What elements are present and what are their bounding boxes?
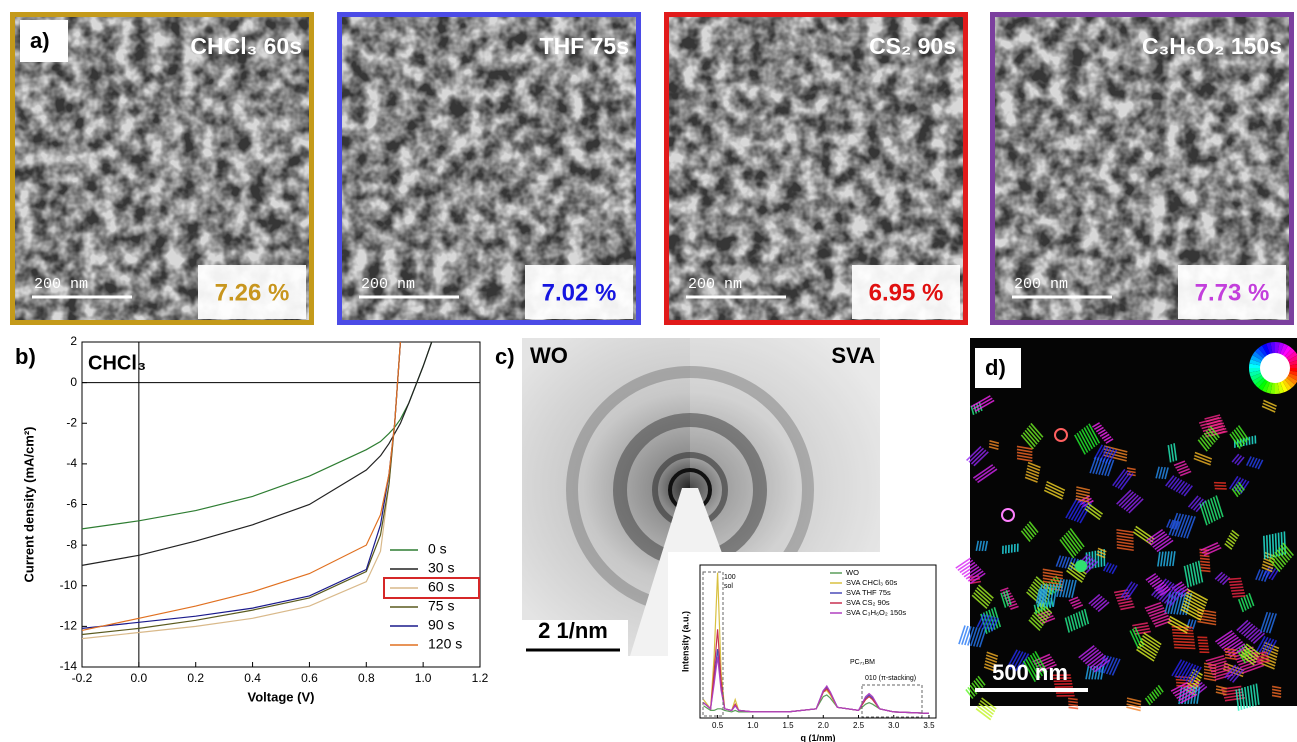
streak [1232,593,1245,594]
x-tick-label: 3.0 [888,721,900,730]
legend-label: SVA CS₂ 90s [846,598,890,607]
page: CHCl₃ 60s 7.26 % 200 nm THF 75s 7.02 % 200 nm… [0,0,1297,742]
y-tick-label: -8 [66,537,77,551]
y-tick-label: -2 [66,415,77,429]
scale-label: 200 nm [361,276,415,293]
marker [1075,560,1087,572]
legend-label: SVA THF 75s [846,588,891,597]
streak [1229,581,1242,582]
streak [1233,596,1246,597]
annotation: CHCl₃ [88,352,146,374]
panel-a: CHCl₃ 60s 7.26 % 200 nm THF 75s 7.02 % 200 nm… [13,15,1292,323]
legend-label: 0 s [428,541,447,557]
efficiency: 6.95 % [869,279,944,306]
solvent-label: C₃H₆O₂ 150s [1142,33,1282,59]
wheel-hole [1260,353,1290,383]
y-tick-label: 0 [70,375,77,389]
legend-label: 75 s [428,598,454,614]
x-tick-label: 0.2 [187,671,204,685]
scale-label: 500 nm [992,660,1068,685]
y-tick-label: -10 [60,578,78,592]
x-tick-label: 1.0 [415,671,432,685]
efficiency: 7.26 % [215,279,290,306]
legend-label: 60 s [428,579,454,595]
streak [1173,636,1194,637]
legend-label: 90 s [428,617,454,633]
y-tick-label: -6 [66,497,77,511]
scale-label: 2 1/nm [538,618,608,643]
panel-label: d) [985,355,1006,380]
streak [1200,561,1210,562]
efficiency: 7.02 % [542,279,617,306]
efficiency: 7.73 % [1195,279,1270,306]
panel-d: d) 500 nm [956,338,1297,720]
streak [959,626,965,645]
panel-label: a) [30,28,50,53]
left-label: WO [530,343,568,368]
streak [1267,535,1268,558]
panel-label: c) [495,344,515,369]
y-tick-label: 2 [70,334,77,348]
streak [1201,567,1211,568]
scale-label: 200 nm [34,276,88,293]
figure: CHCl₃ 60s 7.26 % 200 nm THF 75s 7.02 % 200 nm… [0,0,1297,742]
y-tick-label: -12 [60,619,78,633]
y-axis-label: Intensity (a.u.) [680,611,690,672]
y-tick-label: -4 [66,456,77,470]
annotation: 010 (π-stacking) [865,675,916,682]
legend-label: SVA CHCl₃ 60s [846,578,898,587]
streak [1200,564,1210,565]
legend-label: WO [846,568,859,577]
x-tick-label: 2.0 [818,721,830,730]
legend-label: 30 s [428,560,454,576]
streak [1273,534,1274,557]
annotation: PC₇₁BM [850,659,875,666]
panel-label: b) [15,344,36,369]
scale-label: 200 nm [688,276,742,293]
streak [1068,704,1078,705]
streak [1172,633,1193,634]
streak [1068,701,1078,702]
streak [1174,648,1195,649]
streak [1200,558,1210,559]
streak [1230,587,1243,588]
x-tick-label: 1.0 [747,721,759,730]
x-axis-label: q (1/nm) [801,733,836,742]
y-axis-label: Current density (mA/cm²) [21,426,36,582]
streak [962,626,968,645]
annotation: sol [724,583,733,590]
y-tick-label: -14 [60,659,78,673]
streak [1173,639,1194,640]
plot-area [700,565,936,718]
streak [1270,535,1271,558]
x-tick-label: -0.2 [72,671,93,685]
x-tick-label: 0.6 [301,671,318,685]
x-tick-label: 1.5 [782,721,794,730]
x-tick-label: 0.0 [131,671,148,685]
solvent-label: CS₂ 90s [869,33,956,59]
streak [1201,570,1211,571]
streak [1230,584,1243,585]
x-tick-label: 0.4 [244,671,261,685]
streak [1228,578,1241,579]
x-tick-label: 1.2 [472,671,489,685]
x-tick-label: 3.5 [923,721,935,730]
legend-label: 120 s [428,636,462,652]
streak [1231,590,1244,591]
annotation: 100 [724,574,736,581]
streak [1173,642,1194,643]
x-tick-label: 0.8 [358,671,375,685]
x-tick-label: 0.5 [712,721,724,730]
streak [1264,536,1265,559]
solvent-label: THF 75s [540,33,629,59]
scale-label: 200 nm [1014,276,1068,293]
streak [1174,645,1195,646]
x-tick-label: 2.5 [853,721,865,730]
x-axis-label: Voltage (V) [248,690,315,705]
right-label: SVA [831,343,875,368]
streak [1069,707,1079,708]
streak [1068,698,1078,699]
legend-label: SVA C₃H₆O₂ 150s [846,608,906,617]
solvent-label: CHCl₃ 60s [190,33,302,59]
